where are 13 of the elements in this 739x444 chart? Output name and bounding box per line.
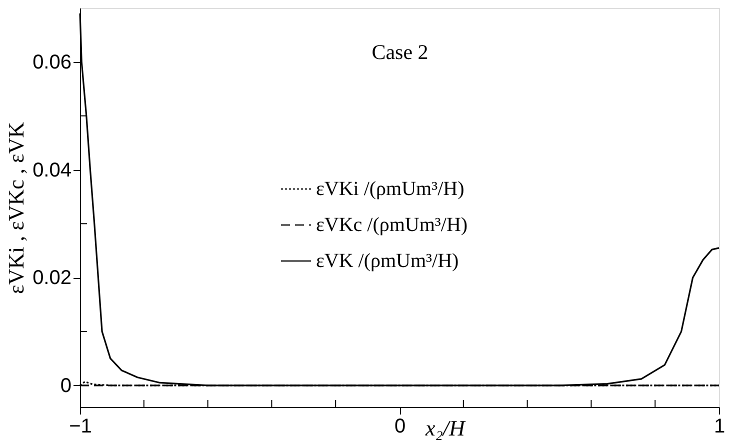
- y-tick-label: 0.04: [32, 159, 72, 182]
- x-axis-title: x₂/H: [424, 416, 466, 440]
- annotation: Case 2: [372, 40, 428, 64]
- x-tick-label: 0: [394, 416, 406, 438]
- x-tick-label: 1: [714, 416, 726, 438]
- legend-label: εVKi /(ρmUm³/H): [316, 178, 464, 200]
- legend-label: εVKc /(ρmUm³/H): [316, 214, 468, 236]
- legend-label: εVK /(ρmUm³/H): [316, 250, 459, 272]
- x-tick-label: −1: [69, 416, 92, 438]
- y-tick-label: 0.06: [32, 51, 72, 74]
- y-tick-label: 0: [60, 374, 72, 397]
- y-axis-title: εVKi , εVKc , εVK: [4, 122, 29, 294]
- y-tick-label: 0.02: [32, 267, 72, 290]
